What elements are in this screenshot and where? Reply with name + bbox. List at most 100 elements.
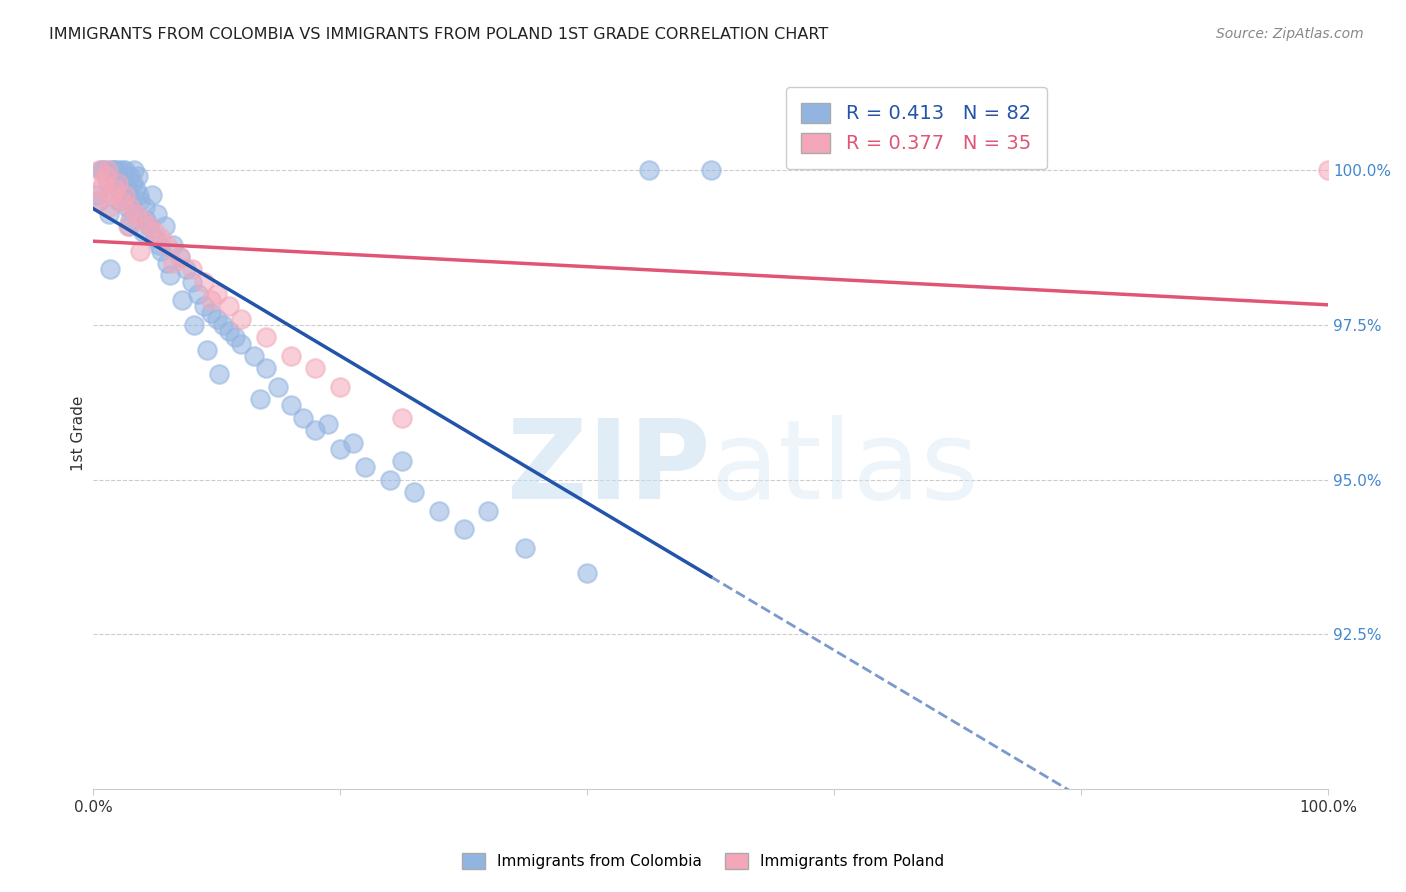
Point: [208, 368, 231, 382]
Point: [249, 392, 271, 407]
Point: [231, 311, 253, 326]
Point: [254, 330, 277, 344]
Point: [183, 318, 205, 332]
Text: atlas: atlas: [710, 416, 979, 523]
Y-axis label: 1st Grade: 1st Grade: [72, 396, 86, 471]
Point: [148, 237, 170, 252]
Point: [404, 485, 426, 500]
Point: [316, 417, 339, 431]
Point: [193, 275, 215, 289]
Point: [131, 212, 153, 227]
Point: [231, 336, 253, 351]
Point: [114, 163, 136, 178]
Point: [134, 201, 156, 215]
Point: [138, 219, 160, 233]
Point: [94, 163, 117, 178]
Point: [131, 225, 153, 239]
Point: [112, 176, 135, 190]
Point: [124, 206, 146, 220]
Point: [576, 566, 599, 580]
Point: [638, 163, 661, 178]
Point: [174, 262, 197, 277]
Point: [200, 305, 222, 319]
Point: [156, 256, 179, 270]
Point: [127, 169, 149, 184]
Point: [125, 182, 148, 196]
Point: [101, 163, 124, 178]
Point: [354, 460, 377, 475]
Point: [515, 541, 537, 555]
Point: [159, 268, 181, 283]
Point: [97, 163, 120, 178]
Point: [111, 188, 134, 202]
Point: [181, 275, 204, 289]
Point: [150, 244, 173, 258]
Point: [115, 201, 138, 215]
Point: [141, 188, 163, 202]
Point: [86, 188, 108, 202]
Point: [117, 182, 139, 196]
Point: [391, 410, 413, 425]
Point: [103, 169, 125, 184]
Point: [100, 163, 122, 178]
Point: [218, 300, 240, 314]
Text: Source: ZipAtlas.com: Source: ZipAtlas.com: [1216, 27, 1364, 41]
Point: [453, 522, 475, 536]
Point: [267, 380, 290, 394]
Text: IMMIGRANTS FROM COLOMBIA VS IMMIGRANTS FROM POLAND 1ST GRADE CORRELATION CHART: IMMIGRANTS FROM COLOMBIA VS IMMIGRANTS F…: [49, 27, 828, 42]
Point: [135, 212, 157, 227]
Point: [114, 188, 136, 202]
Point: [280, 349, 302, 363]
Point: [218, 324, 240, 338]
Point: [104, 163, 127, 178]
Point: [342, 435, 364, 450]
Point: [378, 473, 401, 487]
Point: [110, 176, 132, 190]
Point: [107, 163, 129, 178]
Point: [128, 188, 150, 202]
Point: [100, 188, 122, 202]
Point: [169, 250, 191, 264]
Point: [169, 250, 191, 264]
Point: [193, 300, 215, 314]
Point: [181, 262, 204, 277]
Point: [117, 219, 139, 233]
Point: [120, 201, 142, 215]
Point: [110, 163, 132, 178]
Point: [91, 176, 114, 190]
Point: [90, 182, 112, 196]
Point: [107, 182, 129, 196]
Point: [477, 503, 499, 517]
Point: [172, 293, 194, 308]
Point: [121, 194, 143, 209]
Point: [98, 206, 121, 220]
Legend: Immigrants from Colombia, Immigrants from Poland: Immigrants from Colombia, Immigrants fro…: [456, 847, 950, 875]
Point: [120, 169, 142, 184]
Point: [97, 176, 120, 190]
Point: [110, 194, 132, 209]
Point: [329, 380, 352, 394]
Point: [304, 361, 326, 376]
Point: [120, 212, 142, 227]
Point: [104, 182, 127, 196]
Point: [254, 361, 277, 376]
Point: [1317, 163, 1340, 178]
Point: [125, 206, 148, 220]
Point: [107, 176, 129, 190]
Point: [280, 399, 302, 413]
Point: [108, 194, 131, 209]
Point: [205, 311, 228, 326]
Point: [129, 244, 152, 258]
Point: [129, 194, 152, 209]
Point: [86, 194, 108, 209]
Point: [138, 219, 160, 233]
Point: [98, 201, 121, 215]
Point: [427, 503, 450, 517]
Point: [143, 231, 166, 245]
Point: [90, 163, 112, 178]
Point: [329, 442, 352, 456]
Point: [121, 176, 143, 190]
Point: [205, 287, 228, 301]
Point: [143, 225, 166, 239]
Point: [100, 262, 122, 277]
